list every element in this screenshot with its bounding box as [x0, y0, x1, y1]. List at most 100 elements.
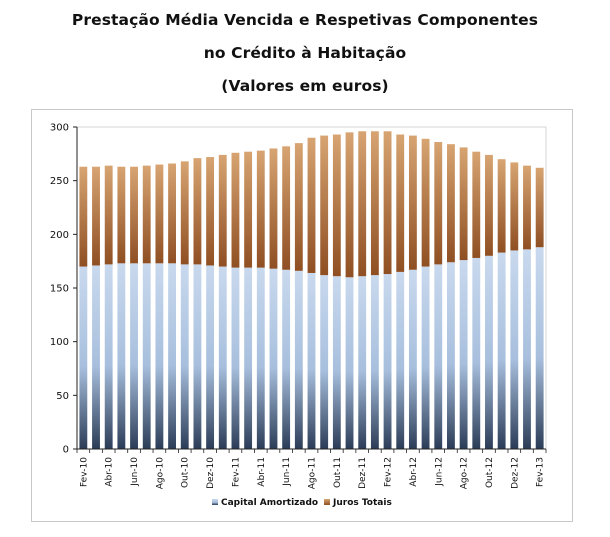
legend-item: Capital Amortizado — [212, 498, 318, 508]
plot-area: 0 50 100 150 200 250 300 Fev-10 Abr-10 Jun-10 Ago-… — [50, 123, 547, 489]
bar-juros-totais — [408, 135, 417, 270]
y-tick-label: 50 — [56, 391, 69, 402]
bar-stack — [218, 154, 227, 449]
bar-juros-totais — [269, 148, 278, 269]
y-tick-label: 150 — [50, 284, 69, 295]
bar-capital-amortizado — [472, 257, 481, 449]
bar-capital-amortizado — [92, 265, 100, 449]
bar-stack — [269, 148, 278, 449]
bar-juros-totais — [358, 131, 367, 277]
bar-capital-amortizado — [294, 270, 303, 449]
x-tick-label: Ago-12 — [460, 457, 470, 489]
bar-juros-totais — [130, 166, 138, 264]
bar-juros-totais — [497, 159, 506, 253]
bar-capital-amortizado — [244, 267, 253, 449]
y-tick-label: 200 — [50, 230, 69, 241]
x-tick-label: Jun-12 — [434, 457, 444, 487]
bar-capital-amortizado — [320, 275, 329, 449]
bar-juros-totais — [421, 138, 430, 267]
bar-stack — [79, 166, 88, 449]
bar-juros-totais — [485, 154, 493, 256]
legend-label: Juros Totais — [332, 498, 392, 508]
bar-capital-amortizado — [193, 264, 202, 449]
bar-stack — [510, 162, 519, 449]
bar-capital-amortizado — [447, 262, 455, 449]
y-tick-label: 300 — [50, 123, 69, 134]
bar-juros-totais — [231, 152, 240, 268]
bar-stack — [497, 159, 506, 449]
legend-swatch — [324, 499, 330, 505]
bar-juros-totais — [104, 165, 113, 265]
bar-capital-amortizado — [79, 266, 88, 449]
bar-juros-totais — [332, 134, 341, 277]
bar-stack — [282, 146, 291, 449]
bar-stack — [447, 144, 455, 449]
chart-subtitle: (Valores em euros) — [221, 77, 389, 95]
bar-stack — [535, 167, 544, 449]
bar-capital-amortizado — [130, 263, 138, 449]
bar-stack — [472, 151, 481, 449]
bar-capital-amortizado — [485, 255, 493, 449]
bar-stack — [370, 131, 379, 449]
bar-juros-totais — [142, 165, 151, 264]
bar-stack — [142, 165, 151, 449]
legend-label: Capital Amortizado — [221, 498, 318, 508]
bar-capital-amortizado — [497, 252, 506, 449]
bar-juros-totais — [472, 151, 481, 258]
bar-stack — [320, 135, 329, 449]
legend-swatch — [212, 499, 218, 505]
y-tick-label: 0 — [63, 445, 69, 456]
bar-stack — [193, 158, 202, 449]
bar-stack — [168, 163, 176, 449]
bar-capital-amortizado — [408, 269, 417, 449]
bar-capital-amortizado — [256, 267, 265, 449]
bar-juros-totais — [535, 167, 544, 248]
bar-juros-totais — [155, 164, 164, 264]
bar-juros-totais — [307, 137, 316, 273]
bar-capital-amortizado — [142, 263, 151, 449]
legend: Capital Amortizado Juros Totais — [212, 498, 392, 508]
bar-stack — [485, 154, 493, 449]
chart-title: Prestação Média Vencida e Respetivas Com… — [71, 11, 539, 29]
x-tick-label: Jun-11 — [282, 457, 292, 487]
x-tick-label: Dez-12 — [510, 457, 520, 489]
bar-juros-totais — [256, 150, 265, 268]
bar-juros-totais — [79, 166, 88, 267]
bar-juros-totais — [218, 154, 227, 267]
bar-capital-amortizado — [421, 266, 430, 449]
x-tick-label: Abr-12 — [409, 457, 419, 487]
bar-juros-totais — [294, 143, 303, 271]
bar-capital-amortizado — [104, 264, 113, 449]
bar-juros-totais — [523, 165, 531, 250]
chart-title-line-2: no Crédito à Habitação — [203, 44, 407, 62]
bar-juros-totais — [370, 131, 379, 276]
x-tick-label: Fev-10 — [79, 457, 89, 487]
bar-stack — [104, 165, 113, 449]
bar-juros-totais — [459, 147, 468, 261]
bar-stack — [434, 142, 443, 449]
bar-stack — [256, 150, 265, 449]
bar-capital-amortizado — [117, 263, 126, 449]
y-tick-label: 100 — [50, 337, 69, 348]
y-tick-label: 250 — [50, 176, 69, 187]
bar-capital-amortizado — [231, 267, 240, 449]
x-tick-label: Jun-10 — [130, 457, 140, 487]
x-tick-label: Ago-11 — [308, 457, 318, 489]
bar-juros-totais — [345, 132, 354, 278]
bar-juros-totais — [447, 144, 455, 263]
bar-juros-totais — [396, 134, 405, 272]
bar-stack — [383, 131, 392, 449]
bar-capital-amortizado — [155, 263, 164, 449]
x-tick-label: Out-11 — [333, 457, 343, 488]
bar-capital-amortizado — [269, 268, 278, 449]
bar-capital-amortizado — [206, 265, 215, 449]
bar-stack — [523, 165, 531, 449]
bar-capital-amortizado — [218, 266, 227, 449]
bar-capital-amortizado — [358, 276, 367, 449]
x-tick-label: Out-10 — [181, 457, 191, 488]
bar-stack — [358, 131, 367, 449]
bar-juros-totais — [206, 157, 215, 266]
bar-stack — [155, 164, 164, 449]
x-tick-label: Abr-10 — [105, 457, 115, 487]
